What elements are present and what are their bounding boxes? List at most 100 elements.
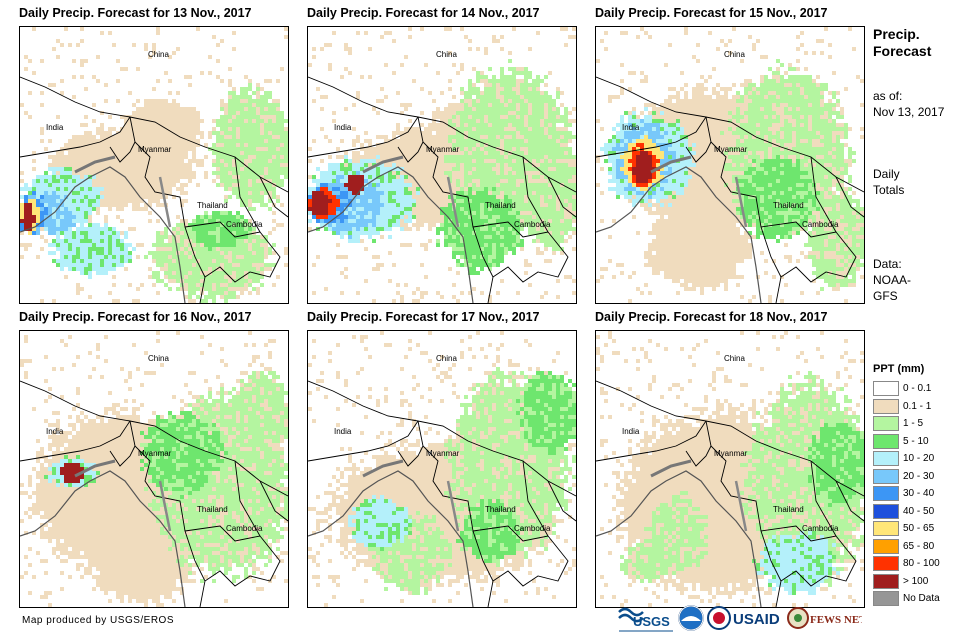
legend-rows: 0 - 0.1 0.1 - 1 1 - 5 5 - 10 10 - 20 20 … [873, 380, 963, 608]
usaid-logo-icon: USAID [707, 606, 780, 630]
map-label-india: India [334, 427, 352, 436]
map-label-thailand: Thailand [773, 505, 804, 514]
forecast-panel-18: Daily Precip. Forecast for 18 Nov., 2017… [595, 304, 883, 608]
map-label-thailand: Thailand [485, 505, 516, 514]
legend-item: 30 - 40 [873, 485, 963, 503]
forecast-panel-16: Daily Precip. Forecast for 16 Nov., 2017… [19, 304, 307, 608]
legend-label: 1 - 5 [903, 418, 924, 430]
map-credit: Map produced by USGS/EROS [22, 615, 175, 626]
map-label-china: China [148, 50, 169, 59]
noaa-logo-icon [678, 605, 704, 631]
legend-swatch [873, 538, 899, 554]
legend-item: 0.1 - 1 [873, 398, 963, 416]
map-label-cambodia: Cambodia [802, 524, 839, 533]
legend-label: 0.1 - 1 [903, 400, 932, 412]
map-label-myanmar: Myanmar [138, 145, 172, 154]
fewsnet-logo-text: FEWS NET [810, 614, 862, 626]
panel-title: Daily Precip. Forecast for 13 Nov., 2017 [19, 6, 252, 20]
map-label-thailand: Thailand [485, 201, 516, 210]
map-label-china: China [436, 50, 457, 59]
daily-totals-line2: Totals [873, 183, 905, 197]
map-label-india: India [622, 123, 640, 132]
legend-label: 80 - 100 [903, 558, 940, 570]
map-canvas: China India Myanmar Thailand Cambodia [20, 27, 288, 303]
data-source-line1: Data: [873, 257, 902, 271]
side-title-line1: Precip. [873, 26, 920, 42]
forecast-panel-14: Daily Precip. Forecast for 14 Nov., 2017… [307, 0, 595, 304]
legend-item: No Data [873, 590, 963, 608]
fewsnet-logo-icon: FEWS NET [787, 607, 867, 629]
panel-title: Daily Precip. Forecast for 18 Nov., 2017 [595, 310, 828, 324]
noaa-logo[interactable] [677, 604, 705, 636]
map-label-china: China [724, 354, 745, 363]
forecast-panel-13: Daily Precip. Forecast for 13 Nov., 2017… [19, 0, 307, 304]
precip-map: China India Myanmar Thailand Cambodia [595, 330, 865, 608]
map-label-thailand: Thailand [773, 201, 804, 210]
forecast-panel-17: Daily Precip. Forecast for 17 Nov., 2017… [307, 304, 595, 608]
ppt-legend: PPT (mm) 0 - 0.1 0.1 - 1 1 - 5 5 - 10 10… [873, 363, 963, 608]
panel-title: Daily Precip. Forecast for 16 Nov., 2017 [19, 310, 252, 324]
legend-swatch [873, 381, 899, 397]
legend-item: 5 - 10 [873, 433, 963, 451]
precip-map: China India Myanmar Thailand Cambodia [19, 26, 289, 304]
map-label-china: China [148, 354, 169, 363]
map-label-india: India [622, 427, 640, 436]
legend-item: 50 - 65 [873, 520, 963, 538]
map-label-cambodia: Cambodia [514, 220, 551, 229]
precip-map: China India Myanmar Thailand Cambodia [19, 330, 289, 608]
legend-label: 65 - 80 [903, 540, 935, 552]
legend-item: 20 - 30 [873, 468, 963, 486]
as-of-date: as of: Nov 13, 2017 [873, 88, 944, 120]
legend-label: 30 - 40 [903, 488, 935, 500]
legend-label: 5 - 10 [903, 435, 929, 447]
map-label-thailand: Thailand [197, 201, 228, 210]
map-canvas: China India Myanmar Thailand Cambodia [308, 27, 576, 303]
map-canvas: China India Myanmar Thailand Cambodia [308, 331, 576, 607]
legend-swatch [873, 433, 899, 449]
side-title: Precip. Forecast [873, 26, 931, 60]
legend-swatch [873, 451, 899, 467]
usaid-logo[interactable]: USAID [707, 604, 787, 636]
legend-item: 40 - 50 [873, 503, 963, 521]
map-label-india: India [46, 427, 64, 436]
panel-title: Daily Precip. Forecast for 17 Nov., 2017 [307, 310, 540, 324]
legend-label: 10 - 20 [903, 453, 935, 465]
map-label-myanmar: Myanmar [714, 145, 748, 154]
daily-totals: Daily Totals [873, 166, 904, 198]
as-of-value: Nov 13, 2017 [873, 105, 945, 119]
data-source-line3: GFS [873, 289, 898, 303]
legend-swatch [873, 573, 899, 589]
fewsnet-logo[interactable]: FEWS NET [787, 604, 867, 636]
usgs-logo-text: USGS [633, 614, 670, 629]
legend-label: No Data [903, 593, 940, 605]
precip-map: China India Myanmar Thailand Cambodia [307, 330, 577, 608]
map-label-cambodia: Cambodia [226, 524, 263, 533]
data-source-line2: NOAA- [873, 273, 912, 287]
panel-title: Daily Precip. Forecast for 14 Nov., 2017 [307, 6, 540, 20]
legend-label: 20 - 30 [903, 470, 935, 482]
map-label-cambodia: Cambodia [802, 220, 839, 229]
panel-title: Daily Precip. Forecast for 15 Nov., 2017 [595, 6, 828, 20]
map-label-myanmar: Myanmar [138, 449, 172, 458]
as-of-label: as of: [873, 89, 903, 103]
legend-label: > 100 [903, 575, 929, 587]
map-label-myanmar: Myanmar [714, 449, 748, 458]
usgs-logo-icon: USGS [618, 607, 673, 632]
legend-label: 50 - 65 [903, 523, 935, 535]
legend-swatch [873, 486, 899, 502]
legend-swatch [873, 398, 899, 414]
precip-map: China India Myanmar Thailand Cambodia [595, 26, 865, 304]
legend-item: > 100 [873, 573, 963, 591]
usgs-logo[interactable]: USGS [617, 604, 675, 636]
map-label-cambodia: Cambodia [514, 524, 551, 533]
legend-item: 65 - 80 [873, 538, 963, 556]
map-canvas: China India Myanmar Thailand Cambodia [596, 27, 864, 303]
map-label-china: China [724, 50, 745, 59]
legend-swatch [873, 556, 899, 572]
side-title-line2: Forecast [873, 43, 932, 59]
precip-map: China India Myanmar Thailand Cambodia [307, 26, 577, 304]
data-source: Data: NOAA- GFS [873, 256, 911, 304]
map-label-cambodia: Cambodia [226, 220, 263, 229]
legend-item: 0 - 0.1 [873, 380, 963, 398]
usaid-logo-text: USAID [733, 611, 780, 628]
